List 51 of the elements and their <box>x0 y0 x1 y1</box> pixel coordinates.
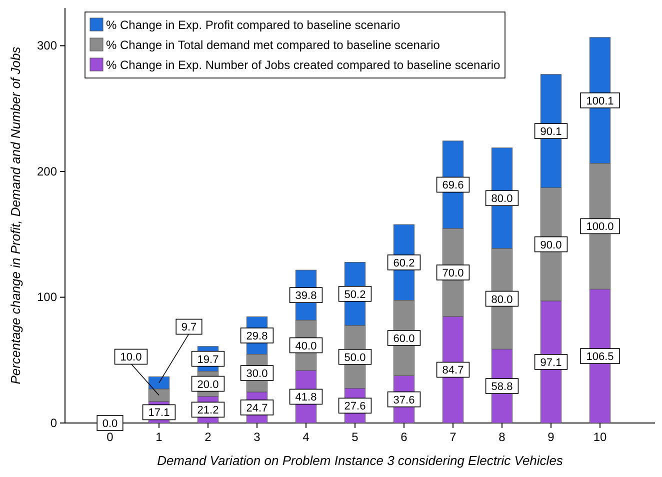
x-tick-label: 3 <box>254 430 261 444</box>
x-tick-label: 1 <box>156 430 163 444</box>
data-label: 80.0 <box>491 294 513 306</box>
x-tick-label: 8 <box>498 430 506 444</box>
data-label: 100.0 <box>586 221 614 234</box>
data-label: 24.7 <box>246 402 268 414</box>
x-axis-title: Demand Variation on Problem Instance 3 considering Electric Vehicles <box>157 453 564 468</box>
data-label: 60.2 <box>393 257 415 270</box>
data-label: 80.0 <box>491 193 513 206</box>
data-label: 84.7 <box>442 364 464 377</box>
data-label: 90.1 <box>540 126 562 138</box>
x-tick-label: 6 <box>400 430 408 444</box>
data-label: 60.0 <box>393 332 415 345</box>
data-label: 21.2 <box>197 404 219 417</box>
legend-label: % Change in Exp. Profit compared to baseline scenario <box>106 18 400 32</box>
data-label: 30.0 <box>246 368 268 380</box>
y-axis-title: Percentage change in Profit, Demand and Number of Jobs <box>8 46 23 384</box>
legend-label: % Change in Exp. Number of Jobs created compared to baseline scenario <box>106 58 501 72</box>
data-label: 50.2 <box>344 288 366 301</box>
x-tick-label: 0 <box>106 430 114 444</box>
data-label: 27.6 <box>344 400 366 413</box>
data-label: 97.1 <box>540 356 562 369</box>
y-tick-label: 100 <box>36 290 58 304</box>
data-label: 10.0 <box>120 352 142 364</box>
data-label: 37.6 <box>393 394 415 406</box>
data-label: 100.1 <box>586 95 614 108</box>
data-label: 20.0 <box>197 378 219 391</box>
x-tick-label: 10 <box>593 430 608 444</box>
data-label: 19.7 <box>197 354 219 366</box>
x-tick-label: 5 <box>352 430 359 444</box>
y-tick-label: 200 <box>36 164 58 178</box>
data-label: 29.8 <box>246 330 268 342</box>
y-tick-label: 0 <box>50 416 58 430</box>
x-tick-label: 2 <box>204 430 212 444</box>
data-label: 106.5 <box>586 351 614 364</box>
x-tick-label: 9 <box>548 430 555 444</box>
data-label: 41.8 <box>295 392 317 404</box>
data-label: 9.7 <box>181 322 197 334</box>
data-label: 90.0 <box>540 239 562 252</box>
data-label: 70.0 <box>442 267 464 280</box>
legend-label: % Change in Total demand met compared to baseline scenario <box>106 38 440 52</box>
x-tick-label: 7 <box>450 430 457 444</box>
data-label: 69.6 <box>442 180 464 192</box>
data-label: 58.8 <box>491 381 513 394</box>
data-label: 17.1 <box>148 407 170 420</box>
data-label: 40.0 <box>295 340 317 352</box>
x-tick-label: 4 <box>302 430 310 444</box>
data-label: 0.0 <box>102 418 118 430</box>
y-tick-label: 300 <box>36 38 58 53</box>
data-label: 39.8 <box>295 290 317 302</box>
data-label: 50.0 <box>344 352 366 364</box>
